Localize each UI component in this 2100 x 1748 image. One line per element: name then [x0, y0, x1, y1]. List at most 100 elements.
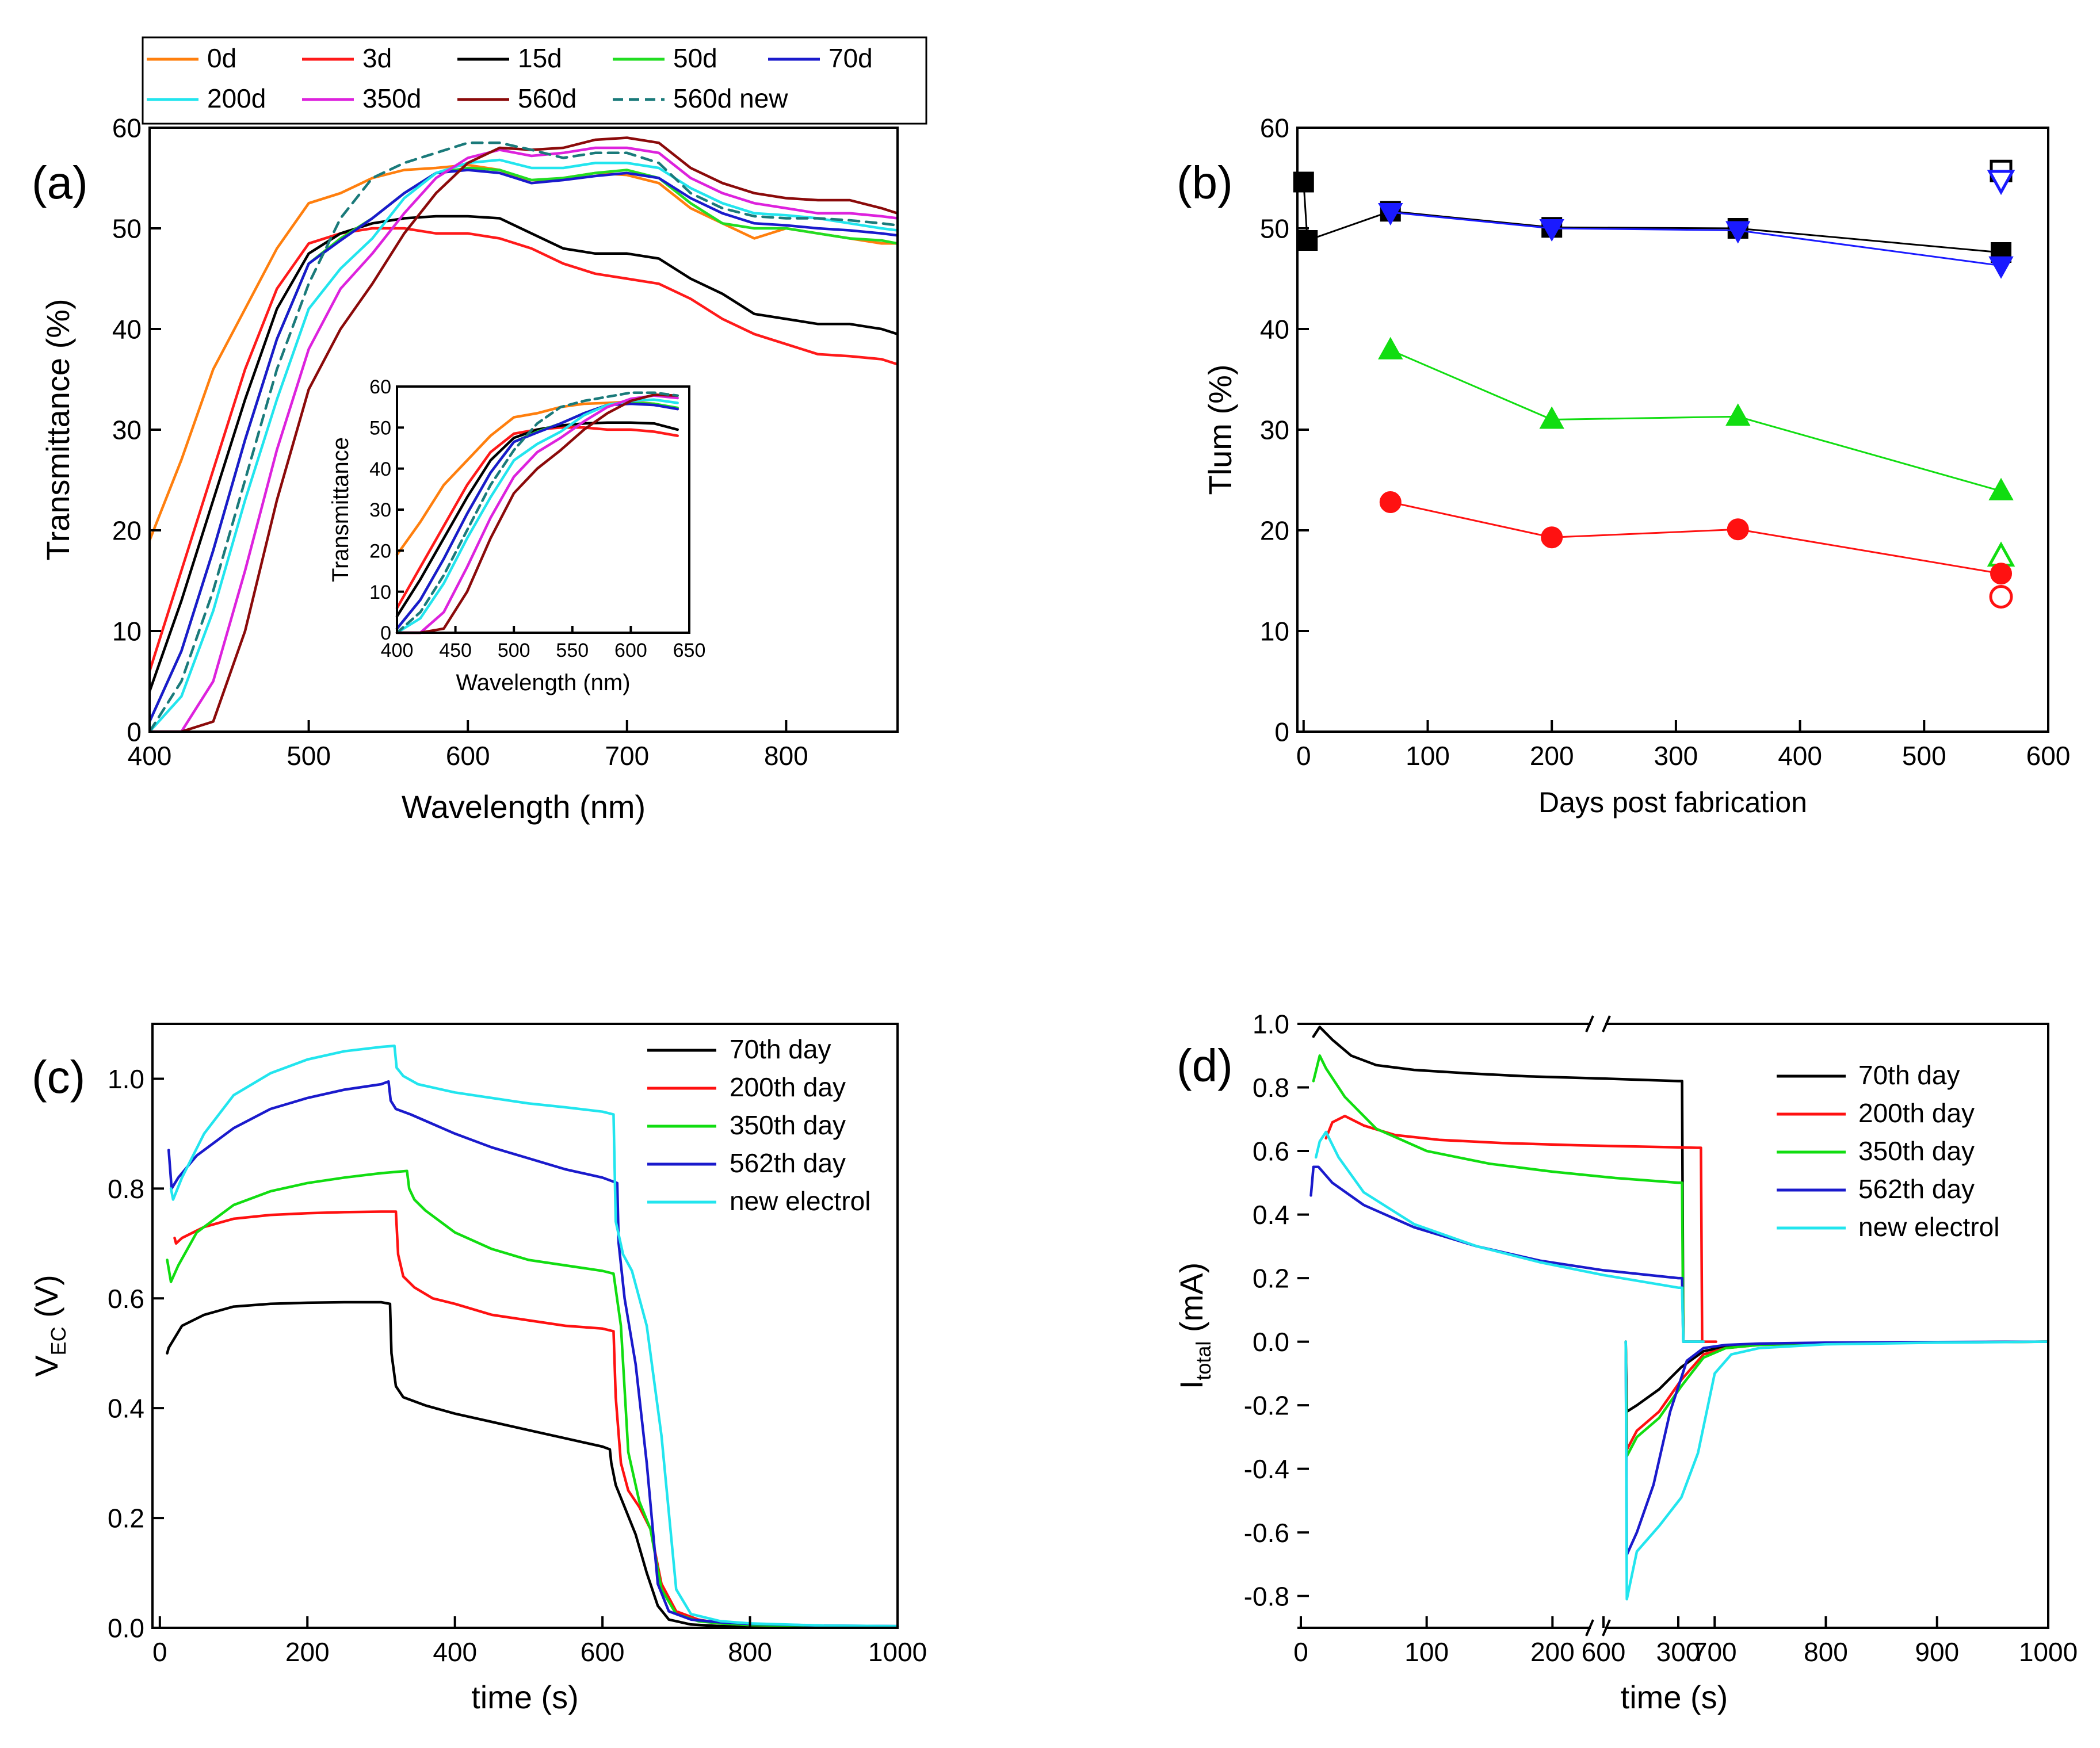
- inset-ytick-label: 40: [369, 458, 391, 480]
- series-line-70th-day: [166, 1301, 899, 1628]
- panel-a-inset: 400 450 500 550 600 650 0 10 20 30 40 50 60 Wavelengt…: [328, 376, 705, 695]
- inset-series-line-15d: [395, 421, 679, 618]
- panel-c-xtick-label: 1000: [868, 1637, 927, 1667]
- inset-xtick-label: 500: [498, 640, 530, 661]
- legend-label: new electrol: [730, 1186, 870, 1216]
- panel-c-ytick-label: 0.8: [108, 1174, 144, 1204]
- data-point: [1293, 171, 1314, 193]
- panel-c-xtick-label: 600: [581, 1637, 625, 1667]
- legend-label: 350th day: [730, 1110, 846, 1140]
- panel-d-xtick-label: 200: [1530, 1637, 1575, 1667]
- panel-b-xtick-label: 100: [1406, 741, 1450, 771]
- panel-a-xtick-label: 500: [287, 741, 331, 771]
- panel-b-xtick-label: 500: [1902, 741, 1946, 771]
- inset-series: [395, 391, 679, 634]
- data-point: [1988, 256, 2014, 279]
- panel-a-series: [150, 136, 898, 732]
- legend-label: 50d: [673, 43, 717, 73]
- panel-a-legend: 0d 3d 15d 50d 70d 200d 350d 560d 560d new: [142, 36, 927, 125]
- axis-break-mark: [1602, 1015, 1611, 1032]
- panel-c-ytick-label: 0.6: [108, 1284, 144, 1314]
- series-line-350d: [150, 146, 898, 732]
- panel-b-ytick-label: 50: [1260, 214, 1289, 244]
- inset-series-line-70d: [395, 402, 679, 630]
- inset-ylabel: Transmittance: [328, 437, 353, 582]
- panel-d-xtick-label: 0: [1293, 1637, 1308, 1667]
- panel-a-xtick-label: 800: [764, 741, 808, 771]
- series-red-circles: [1379, 491, 2013, 609]
- data-point-open: [1987, 541, 2015, 567]
- series-connector: [1390, 349, 2002, 492]
- panel-a-ytick-label: 30: [112, 415, 142, 445]
- panel-a-ytick-label: 10: [112, 617, 142, 647]
- series-connector: [1390, 501, 2002, 575]
- panel-a-ytick-label: 50: [112, 214, 142, 244]
- inset-ytick-label: 30: [369, 499, 391, 521]
- legend-label: 70th day: [1858, 1060, 1960, 1090]
- panel-c-series: [166, 1044, 899, 1628]
- series-black-squares: [1293, 159, 2013, 263]
- panel-b-xlabel: Days post fabrication: [1538, 786, 1807, 818]
- panel-b-xtick-label: 600: [2026, 741, 2071, 771]
- series-blue-triangles: [1378, 170, 2015, 279]
- panel-a-xtick-label: 700: [605, 741, 649, 771]
- panel-a-label: (a): [32, 157, 88, 208]
- legend-label: 350d: [362, 83, 421, 113]
- inset-xtick-label: 450: [439, 640, 472, 661]
- series-line-560d-new: [150, 141, 898, 732]
- legend-label: 70th day: [730, 1034, 831, 1064]
- series-connector: [1390, 211, 2002, 267]
- panel-d-ytick-label: 0.8: [1253, 1073, 1289, 1103]
- panel-b-xtick-label: 0: [1296, 741, 1311, 771]
- panel-a-xtick-label: 400: [128, 741, 172, 771]
- series-line-3d: [150, 227, 898, 673]
- inset-ytick-label: 0: [380, 622, 391, 644]
- series-line-200d: [150, 158, 898, 732]
- legend-label: 200th day: [730, 1072, 846, 1102]
- panel-a-ytick-label: 40: [112, 315, 142, 345]
- inset-series-line-560d: [395, 393, 679, 634]
- series-line-new-electrol: [1314, 1130, 2048, 1601]
- inset-xtick-label: 650: [673, 640, 706, 661]
- panel-d-ytick-label: 0.6: [1253, 1137, 1289, 1166]
- legend-label: 560d new: [673, 83, 788, 113]
- panel-d-xtick-label: 900: [1915, 1637, 1959, 1667]
- panel-d-legend: 70th day 200th day 350th day 562th day new e…: [1777, 1060, 1999, 1242]
- series-line-350th-day: [166, 1169, 899, 1628]
- panel-b-label: (b): [1177, 157, 1233, 208]
- data-point: [1541, 526, 1563, 549]
- data-point: [1379, 491, 1402, 513]
- panel-d-xtick-label: 100: [1404, 1637, 1449, 1667]
- inset-ytick-label: 20: [369, 541, 391, 563]
- panel-c-ytick-label: 0.0: [108, 1613, 144, 1643]
- panel-c-xtick-label: 0: [152, 1637, 167, 1667]
- panel-d-ytick-label: 0.4: [1253, 1200, 1289, 1230]
- panel-b-ylabel: Tlum (%): [1202, 364, 1238, 495]
- panel-a-ylabel: Transmittance (%): [40, 299, 76, 560]
- panel-b-ytick-label: 20: [1260, 516, 1289, 546]
- data-point: [1297, 230, 1318, 251]
- series-line-70d: [150, 169, 898, 723]
- panel-d-ytick-label: -0.8: [1244, 1581, 1289, 1611]
- panel-d-ytick-label: 0.2: [1253, 1264, 1289, 1294]
- panel-a-xtick-label: 600: [446, 741, 490, 771]
- legend-label: 3d: [362, 43, 392, 73]
- panel-a-ytick-label: 20: [112, 516, 142, 546]
- inset-ytick-label: 50: [369, 418, 391, 439]
- panel-b-ytick-label: 0: [1274, 717, 1289, 747]
- data-point: [1378, 336, 1403, 359]
- panel-d-ylabel: Itotal (mA): [1173, 1263, 1215, 1389]
- inset-series-line-560d-new: [395, 391, 679, 634]
- panel-d-xtick-label: 800: [1804, 1637, 1848, 1667]
- legend-label: 200th day: [1858, 1098, 1975, 1128]
- panel-d-xtick-label: 1000: [2019, 1637, 2078, 1667]
- series-line-new-electrol: [169, 1044, 899, 1628]
- panel-d-xtick-label: 300: [1656, 1637, 1701, 1667]
- data-point: [1988, 477, 2014, 500]
- panel-c-ylabel: VEC (V): [28, 1275, 70, 1377]
- panel-c-ytick-label: 1.0: [108, 1064, 144, 1094]
- legend-label: 200d: [207, 83, 266, 113]
- panel-d-ytick-label: 0.0: [1253, 1327, 1289, 1357]
